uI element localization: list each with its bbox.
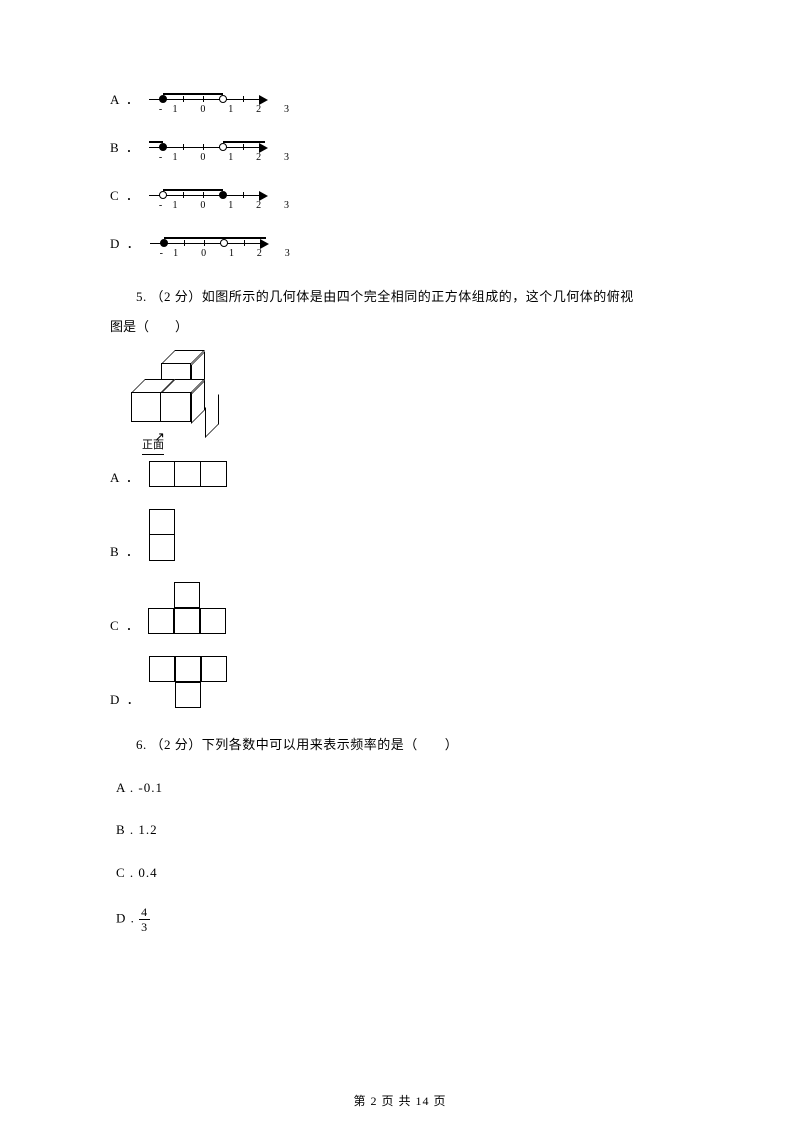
cube-figure: ↗ 正面 [114,350,224,455]
option-label: C ． [110,617,141,635]
q6-text: 6. （2 分）下列各数中可以用来表示频率的是（ ） [110,729,695,762]
q4-option-d: D ． -1 0 1 2 3 [110,229,695,259]
option-label: A ． [110,91,141,115]
number-line-diagram: -1 0 1 2 3 [149,85,274,115]
q6-option-c: C . 0.4 [116,864,695,882]
q5-text: 5. （2 分）如图所示的几何体是由四个完全相同的正方体组成的，这个几何体的俯视 [110,281,695,314]
q6-option-d: D . 43 [116,906,695,933]
grid-t-shape-inv [150,657,228,709]
q4-option-a: A ． -1 0 1 2 3 [110,85,695,115]
number-line-diagram: -1 0 1 2 3 [149,181,274,211]
option-label: D . [116,910,139,925]
grid-t-shape [149,583,227,635]
q5-cont: 图是（ ） [110,318,695,336]
fraction: 43 [139,906,150,933]
q5-option-b: B ． [110,509,695,561]
q5-option-a: A ． [110,461,695,487]
option-label: B ． [110,543,141,561]
grid-1x3 [149,461,227,487]
option-label: C ． [110,187,141,211]
front-label: 正面 [142,438,164,455]
number-line-diagram: -1 0 1 2 3 [149,133,274,163]
q6-option-b: B . 1.2 [116,821,695,839]
grid-2x1 [149,509,175,561]
number-line-diagram: -1 0 1 2 3 [150,229,275,259]
option-label: A ． [110,469,141,487]
q5-option-c: C ． [110,583,695,635]
option-label: B ． [110,139,141,163]
q4-option-b: B ． -1 0 1 2 3 [110,133,695,163]
q6-option-a: A . -0.1 [116,779,695,797]
q5-option-d: D ． [110,657,695,709]
option-label: D ． [110,235,142,259]
option-label: D ． [110,691,142,709]
page-footer: 第 2 页 共 14 页 [0,1093,800,1110]
q4-option-c: C ． -1 0 1 2 3 [110,181,695,211]
